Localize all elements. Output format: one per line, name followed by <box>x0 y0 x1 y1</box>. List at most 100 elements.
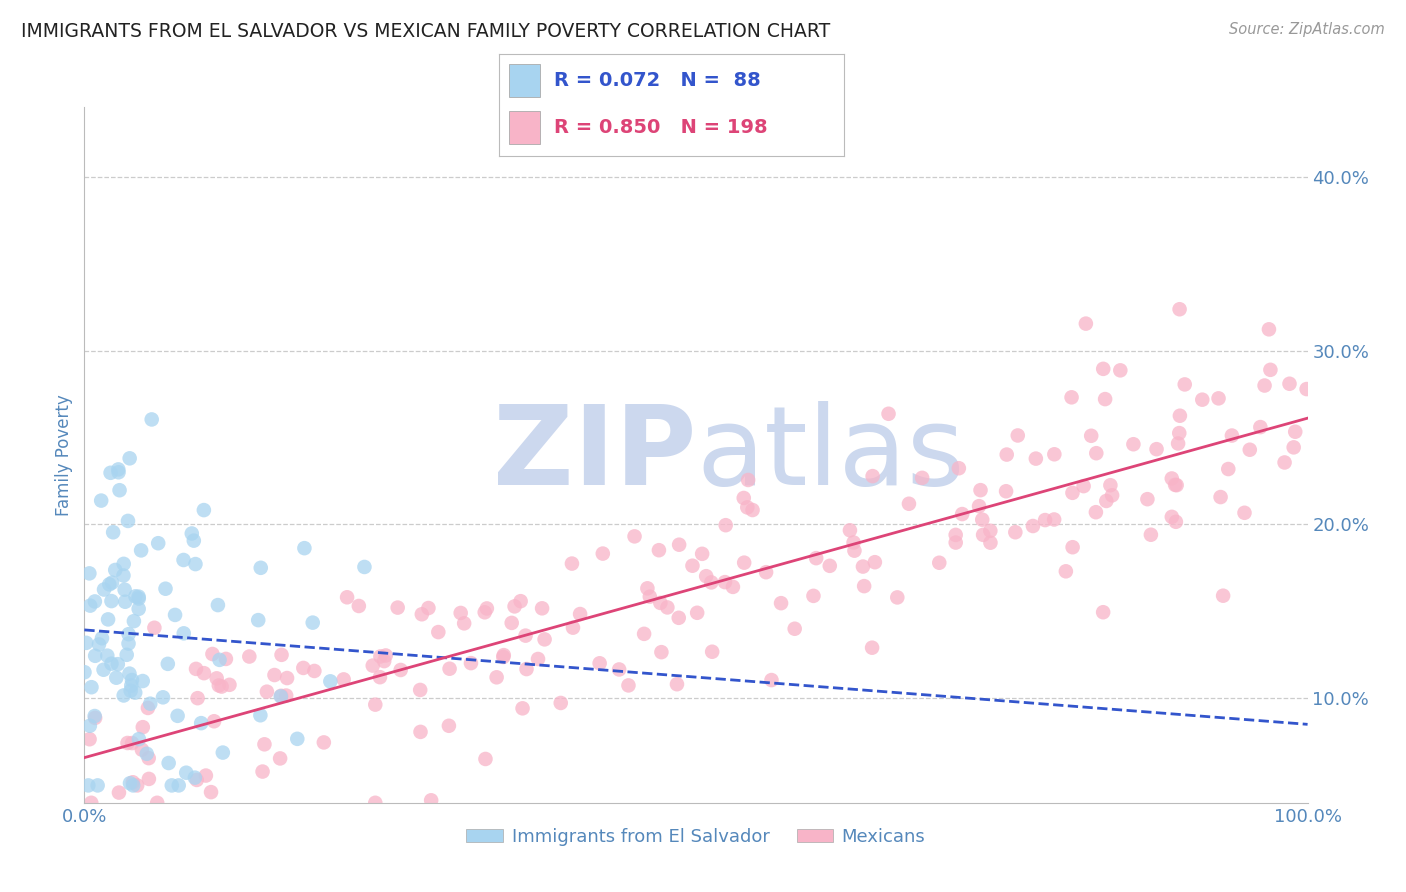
Point <box>128 602 150 616</box>
Point <box>1054 564 1077 578</box>
Point <box>979 524 1001 538</box>
Point <box>211 680 233 694</box>
Point <box>1080 429 1102 443</box>
Point <box>186 772 208 787</box>
Point <box>1258 322 1281 336</box>
Point <box>1033 513 1056 527</box>
Point <box>218 678 240 692</box>
Point <box>721 580 744 594</box>
Point <box>86 778 108 793</box>
Point <box>475 601 498 615</box>
Point <box>361 658 384 673</box>
Text: Source: ZipAtlas.com: Source: ZipAtlas.com <box>1229 22 1385 37</box>
Point <box>1004 525 1026 540</box>
Point <box>972 528 994 542</box>
Point <box>1092 605 1115 619</box>
Point <box>79 599 101 613</box>
Point <box>1239 442 1261 457</box>
Point <box>1160 471 1182 485</box>
Point <box>638 590 661 604</box>
Text: R = 0.072   N =  88: R = 0.072 N = 88 <box>554 70 761 90</box>
Point <box>617 678 640 692</box>
Point <box>73 665 96 680</box>
Point <box>1062 486 1084 500</box>
Point <box>657 600 679 615</box>
Point <box>79 719 101 733</box>
Point <box>804 551 827 566</box>
Point <box>193 666 215 681</box>
Point <box>755 565 778 579</box>
Point <box>1168 426 1191 441</box>
Point <box>131 742 153 756</box>
Point <box>174 765 197 780</box>
Point <box>128 591 150 606</box>
Point <box>427 625 450 640</box>
Point <box>1007 428 1029 442</box>
Point <box>1109 363 1132 377</box>
Point <box>409 724 432 739</box>
Point <box>252 764 274 779</box>
Point <box>107 462 129 476</box>
Point <box>215 652 238 666</box>
Point <box>561 557 583 571</box>
Point <box>100 594 122 608</box>
Point <box>650 645 672 659</box>
Point <box>1074 317 1097 331</box>
Point <box>1253 378 1275 392</box>
Point <box>1022 519 1045 533</box>
Point <box>1043 447 1066 461</box>
Point <box>112 557 135 571</box>
Point <box>668 538 690 552</box>
Point <box>783 622 806 636</box>
Point <box>117 514 139 528</box>
Point <box>852 559 875 574</box>
Point <box>562 621 585 635</box>
Point <box>1166 478 1188 492</box>
Text: R = 0.850   N = 198: R = 0.850 N = 198 <box>554 118 768 136</box>
Point <box>1101 488 1123 502</box>
Point <box>108 483 131 498</box>
Point <box>695 569 717 583</box>
Point <box>995 448 1018 462</box>
Point <box>269 751 291 765</box>
Point <box>550 696 572 710</box>
Point <box>118 776 141 790</box>
Point <box>515 629 537 643</box>
Point <box>211 746 233 760</box>
Point <box>138 751 160 765</box>
Point <box>156 657 179 671</box>
Point <box>270 690 292 704</box>
Point <box>292 661 315 675</box>
Point <box>700 575 723 590</box>
Point <box>157 756 180 770</box>
Point <box>418 601 440 615</box>
Point <box>515 662 537 676</box>
Point <box>370 649 392 664</box>
Point <box>972 513 994 527</box>
Point <box>950 507 973 521</box>
Point <box>173 553 195 567</box>
Point <box>193 503 215 517</box>
Point <box>911 471 934 485</box>
Point <box>98 577 121 591</box>
Point <box>285 731 308 746</box>
Point <box>187 691 209 706</box>
Point <box>93 663 115 677</box>
Point <box>97 612 120 626</box>
Point <box>474 752 496 766</box>
Text: ZIP: ZIP <box>492 401 696 508</box>
Point <box>877 407 900 421</box>
Point <box>122 614 145 628</box>
Point <box>373 654 395 668</box>
Point <box>633 627 655 641</box>
Legend: Immigrants from El Salvador, Mexicans: Immigrants from El Salvador, Mexicans <box>460 821 932 853</box>
Point <box>665 677 688 691</box>
FancyBboxPatch shape <box>509 64 540 96</box>
Point <box>531 601 554 615</box>
Point <box>503 599 526 614</box>
Point <box>1094 392 1116 406</box>
Point <box>737 473 759 487</box>
Point <box>121 736 143 750</box>
Point <box>165 607 187 622</box>
Point <box>101 525 124 540</box>
